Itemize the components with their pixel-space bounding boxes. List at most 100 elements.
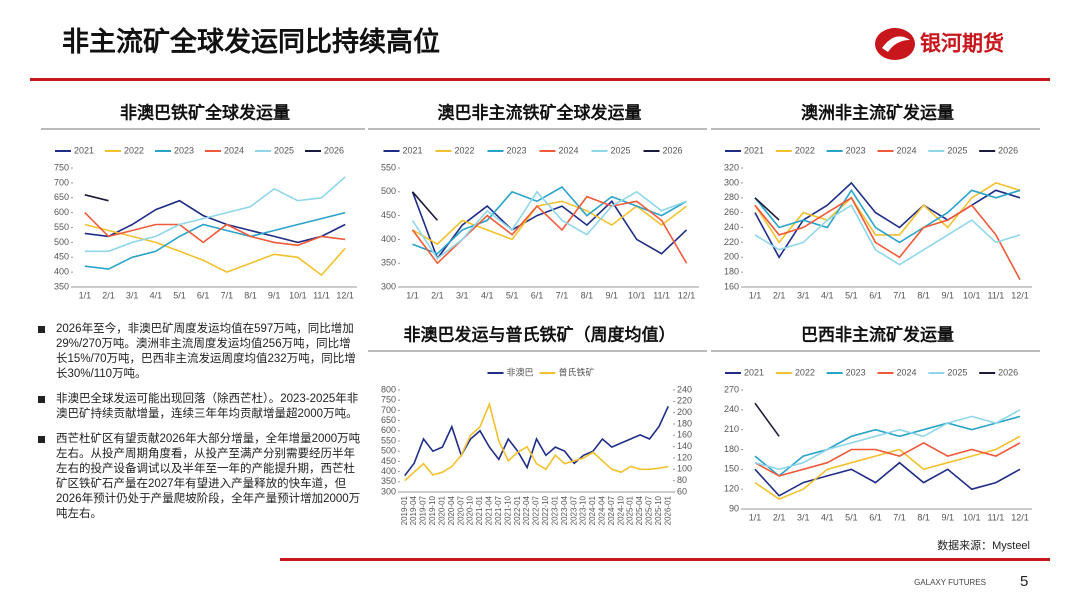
x-tick-label: 2022-04 (522, 495, 531, 525)
legend-label: 2021 (744, 367, 764, 377)
series-line (84, 194, 109, 202)
legend-label: 2022 (124, 145, 144, 155)
x-tick-label: 5/1 (845, 512, 858, 522)
x-tick-label: 11/1 (987, 512, 1004, 522)
legend-label: 2026 (663, 145, 683, 155)
series-line (412, 185, 687, 255)
bullet-list: 2026年至今，非澳巴矿周度发运均值在597万吨，同比增加29%/270万吨。澳… (36, 322, 362, 532)
y2-tick-label: 220 (677, 396, 692, 406)
series-line (84, 223, 346, 277)
chart-title: 澳巴非主流铁矿全球发运量 (438, 102, 642, 122)
y-tick-label: 450 (381, 210, 396, 220)
x-tick-label: 2023-01 (550, 495, 559, 525)
x-tick-label: 5/1 (845, 290, 858, 300)
x-tick-label: 2023-10 (579, 495, 588, 525)
x-tick-label: 1/1 (749, 290, 762, 300)
legend-label: 2022 (795, 367, 815, 377)
bullet: 非澳巴全球发运可能出现回落（除西芒杜）。2023-2025年非澳巴矿持续贡献增量… (36, 392, 362, 422)
x-tick-label: 9/1 (941, 512, 954, 522)
x-tick-label: 1/1 (406, 290, 419, 300)
y-tick-label: 550 (381, 162, 396, 172)
y-tick-label: 750 (54, 162, 69, 172)
series-line (754, 441, 1021, 477)
legend-label: 2023 (846, 367, 866, 377)
x-tick-label: 10/1 (963, 512, 981, 522)
series-line (404, 401, 669, 482)
slide-title: 非主流矿全球发运同比持续高位 (62, 26, 440, 57)
series-line (754, 402, 780, 437)
x-tick-label: 2022-07 (532, 495, 541, 525)
x-tick-label: 2/1 (773, 290, 786, 300)
legend-label: 2024 (897, 145, 917, 155)
y-tick-label: 320 (724, 162, 739, 172)
x-tick-label: 8/1 (244, 290, 257, 300)
x-tick-label: 1/1 (79, 290, 92, 300)
series-line (84, 211, 346, 270)
y-tick-label: 700 (54, 177, 69, 187)
legend-label: 2022 (795, 145, 815, 155)
y-tick-label: 400 (381, 234, 396, 244)
page-number: 5 (1020, 573, 1028, 590)
x-tick-label: 2021-10 (503, 495, 512, 525)
series-line (754, 461, 1021, 497)
x-tick-label: 12/1 (1011, 290, 1029, 300)
series-line (84, 199, 346, 244)
series-line (754, 181, 1021, 259)
x-tick-label: 9/1 (268, 290, 281, 300)
x-tick-label: 2021-04 (485, 495, 494, 525)
y-tick-label: 600 (381, 425, 396, 435)
series-line (754, 415, 1021, 477)
series-line (411, 190, 687, 260)
legend-label: 2025 (947, 145, 967, 155)
bullet: 2026年至今，非澳巴矿周度发运均值在597万吨，同比增加29%/270万吨。澳… (36, 322, 362, 382)
legend-label: 2023 (846, 145, 866, 155)
y-tick-label: 500 (381, 186, 396, 196)
x-tick-label: 7/1 (893, 290, 906, 300)
y-tick-label: 450 (381, 456, 396, 466)
x-tick-label: 2024-01 (588, 495, 597, 525)
legend-label: 2021 (744, 145, 764, 155)
legend-label: 2024 (224, 145, 244, 155)
x-tick-label: 7/1 (221, 290, 234, 300)
x-tick-label: 2022-01 (513, 495, 522, 525)
x-tick-label: 2024-10 (616, 495, 625, 525)
y2-tick-label: 140 (677, 441, 692, 451)
series-line (412, 200, 687, 246)
y-tick-label: 650 (381, 415, 396, 425)
x-tick-label: 9/1 (941, 290, 954, 300)
legend-label: 2024 (897, 367, 917, 377)
header-rule (30, 78, 1050, 81)
y-tick-label: 550 (54, 222, 69, 232)
series-line (411, 191, 439, 221)
x-tick-label: 2019-07 (419, 495, 428, 525)
y2-tick-label: 200 (677, 407, 692, 417)
y-tick-label: 600 (54, 207, 69, 217)
y2-tick-label: 100 (677, 464, 692, 474)
x-tick-label: 2021-01 (475, 495, 484, 525)
x-tick-label: 11/1 (313, 290, 330, 300)
y2-tick-label: 60 (677, 486, 687, 496)
y-tick-label: 300 (381, 486, 396, 496)
y-tick-label: 150 (724, 464, 739, 474)
x-tick-label: 2023-07 (569, 495, 578, 525)
x-tick-label: 8/1 (917, 290, 930, 300)
legend-label: 非澳巴 (507, 366, 534, 377)
chart-title: 澳洲非主流矿发运量 (801, 102, 954, 122)
footer-rule (280, 558, 1050, 561)
x-tick-label: 2/1 (431, 290, 444, 300)
x-tick-label: 9/1 (606, 290, 619, 300)
y-tick-label: 450 (54, 252, 69, 262)
x-tick-label: 7/1 (893, 512, 906, 522)
x-tick-label: 6/1 (869, 290, 882, 300)
y-tick-label: 400 (381, 466, 396, 476)
x-tick-label: 2020-07 (456, 495, 465, 525)
x-tick-label: 2019-04 (409, 495, 418, 525)
x-tick-label: 12/1 (1011, 512, 1029, 522)
series-line (754, 409, 1021, 471)
y-tick-label: 500 (54, 237, 69, 247)
series-line (754, 204, 1021, 266)
x-tick-label: 2020-10 (466, 495, 475, 525)
legend-label: 2022 (455, 145, 475, 155)
